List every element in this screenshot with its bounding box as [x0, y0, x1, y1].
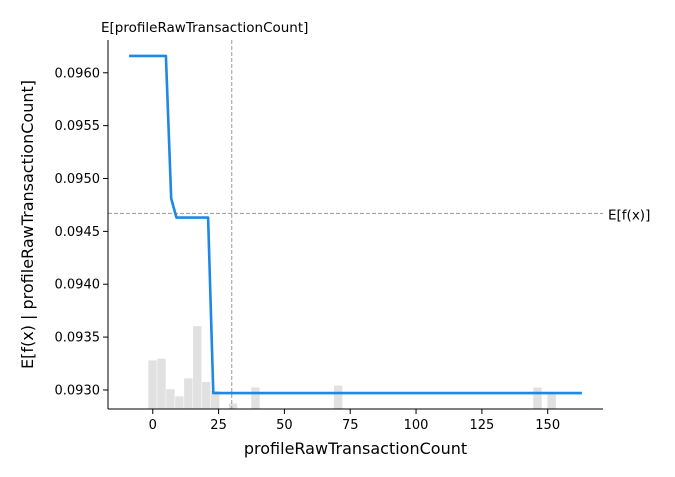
labels-layer: E[profileRawTransactionCount] E[f(x)] pr… [18, 20, 650, 458]
histogram-bar [148, 360, 157, 409]
histogram-bar [184, 378, 193, 409]
y-tick-label: 0.0945 [55, 225, 101, 240]
histogram-bar [210, 391, 220, 409]
expected-y-label: E[f(x)] [608, 207, 650, 223]
x-tick-label: 150 [535, 418, 560, 433]
histogram-bar [533, 387, 542, 409]
y-tick-label: 0.0955 [55, 119, 101, 134]
y-tick-label: 0.0930 [55, 383, 101, 398]
histogram-layer [148, 326, 556, 409]
histogram-bar [333, 385, 343, 409]
histogram-bar [201, 382, 211, 409]
histogram-bar [193, 326, 202, 409]
x-tick-label: 25 [210, 418, 227, 433]
histogram-bar [157, 358, 166, 409]
histogram-bar [175, 396, 184, 409]
histogram-bar [228, 403, 238, 409]
x-tick-label: 100 [404, 418, 429, 433]
dependence-line [129, 54, 582, 395]
x-axis-label: profileRawTransactionCount [244, 439, 467, 458]
x-tick-label: 50 [276, 418, 293, 433]
reference-lines-layer [108, 40, 603, 409]
y-tick-label: 0.0950 [55, 172, 101, 187]
expected-x-label: E[profileRawTransactionCount] [101, 20, 308, 36]
x-tick-label: 75 [342, 418, 359, 433]
series-layer [129, 54, 582, 395]
histogram-bar [166, 389, 175, 409]
x-tick-label: 125 [469, 418, 494, 433]
axes-layer: 0 25 50 75 100 125 150 0.0930 0.0935 0.0940 0.0945… [55, 40, 603, 433]
y-axis-label: E[f(x) | profileRawTransactionCount] [18, 80, 37, 369]
y-tick-label: 0.0940 [55, 278, 101, 293]
histogram-bar [251, 387, 260, 409]
histogram-bar [547, 392, 556, 409]
x-tick-label: 0 [149, 418, 157, 433]
y-tick-label: 0.0960 [55, 66, 101, 81]
y-tick-label: 0.0935 [55, 331, 101, 346]
